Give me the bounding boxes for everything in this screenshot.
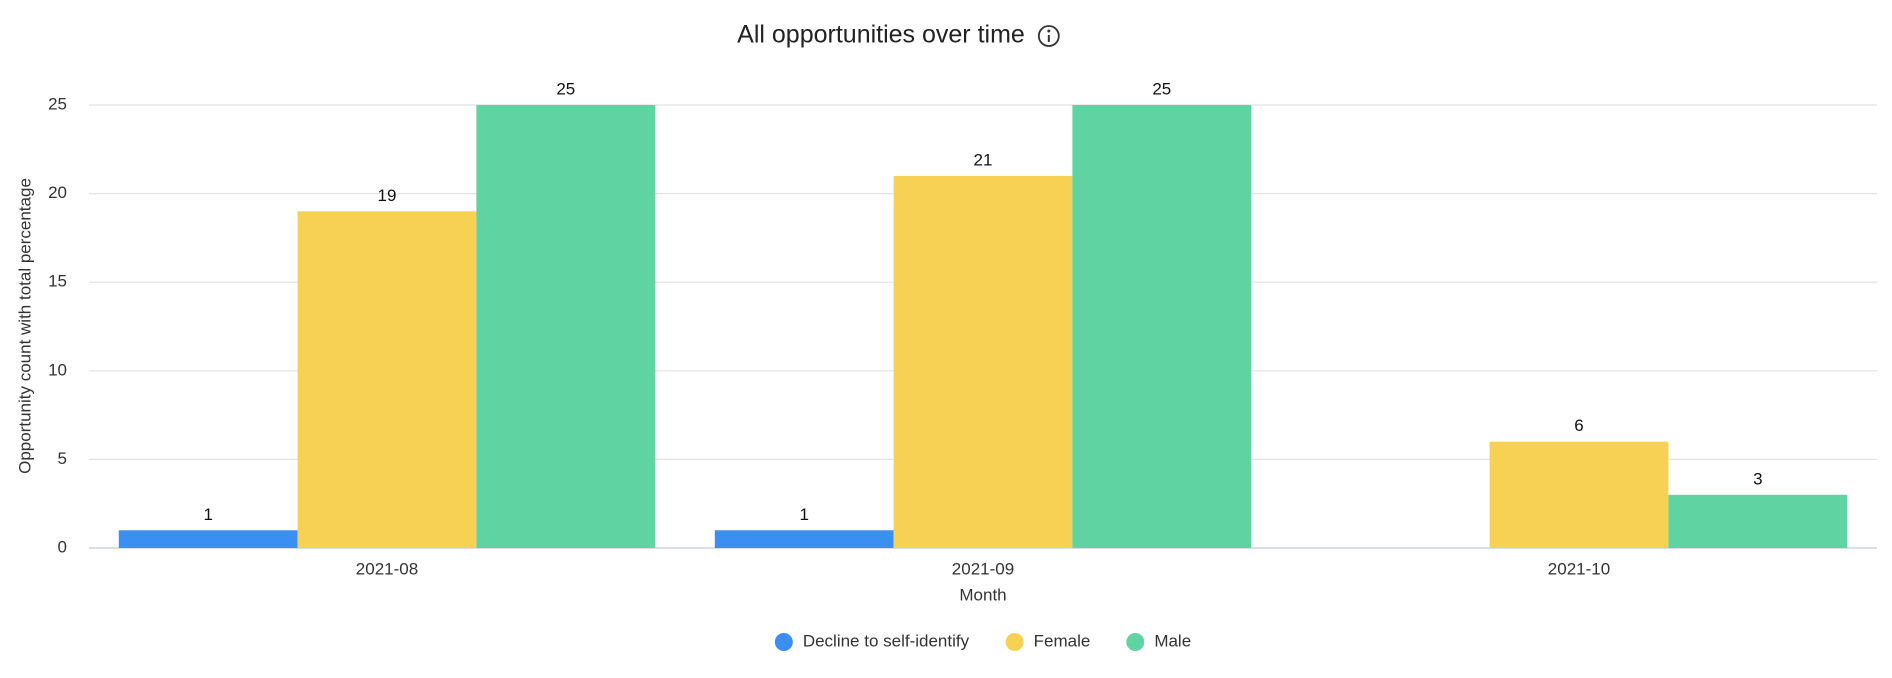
value-label: 25 — [556, 79, 575, 98]
bar — [118, 530, 298, 548]
legend-marker — [1005, 633, 1024, 651]
x-axis-label: Month — [959, 585, 1006, 604]
legend-label: Female — [1034, 631, 1091, 650]
bar — [1489, 441, 1669, 548]
legend-label: Decline to self-identify — [803, 631, 970, 650]
value-label: 25 — [1152, 79, 1171, 98]
bar — [714, 530, 894, 548]
bar — [476, 105, 656, 548]
value-label: 3 — [1753, 469, 1762, 488]
legend-label: Male — [1154, 631, 1191, 650]
y-tick-label: 5 — [58, 449, 67, 468]
bar — [297, 211, 477, 548]
x-tick-label: 2021-10 — [1548, 559, 1610, 578]
value-label: 21 — [974, 150, 993, 169]
legend-marker — [1126, 633, 1145, 651]
bar — [1072, 105, 1252, 548]
y-tick-label: 25 — [48, 94, 67, 113]
info-circle — [1037, 25, 1060, 47]
y-axis-label: Opportunity count with total percentage — [15, 178, 34, 474]
y-tick-label: 15 — [48, 272, 67, 291]
value-label: 1 — [203, 505, 212, 524]
value-label: 6 — [1574, 416, 1583, 435]
value-label: 19 — [378, 186, 397, 205]
info-dot — [1047, 29, 1051, 33]
y-tick-label: 0 — [58, 537, 67, 556]
bar — [1668, 494, 1848, 548]
info-icon[interactable] — [1037, 25, 1060, 47]
x-tick-label: 2021-09 — [952, 559, 1014, 578]
legend-marker — [774, 633, 793, 651]
y-tick-label: 20 — [48, 183, 67, 202]
y-tick-label: 10 — [48, 360, 67, 379]
x-tick-label: 2021-08 — [356, 559, 418, 578]
value-label: 1 — [799, 505, 808, 524]
bar — [893, 175, 1073, 548]
chart-title: All opportunities over time — [737, 21, 1025, 49]
